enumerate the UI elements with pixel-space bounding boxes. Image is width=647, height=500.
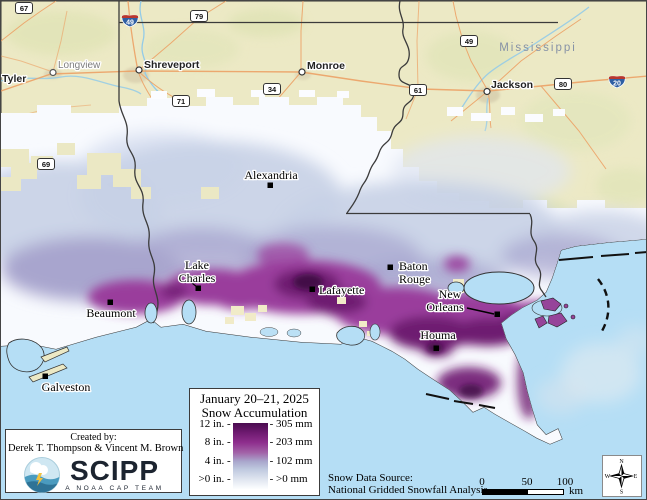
legend-label-4in: 4 in. - (204, 454, 231, 467)
city-marker-baton-rouge (387, 264, 393, 270)
new-orleans-leader-line (466, 307, 495, 315)
svg-text:80: 80 (559, 80, 567, 89)
city-label-baton-rouge-2: Rouge (399, 272, 430, 286)
state-label-mississippi: Mississippi (499, 42, 577, 54)
svg-text:67: 67 (20, 4, 28, 13)
shield-us71: 71 (172, 95, 190, 107)
legend-label-305mm: - 305 mm (269, 418, 313, 430)
legend-gradient-bar (232, 423, 268, 489)
city-label-lafayette: Lafayette (319, 283, 364, 297)
scale-bar: 0 50 100 km (461, 476, 591, 498)
gulf-haze (536, 326, 646, 414)
city-label-beaumont: Beaumont (86, 306, 136, 320)
city-marker-alexandria (267, 182, 273, 188)
barrier-islands (425, 251, 646, 409)
city-label-baton-rouge-1: Baton (399, 259, 428, 273)
marsh-islands (534, 297, 576, 329)
shield-us34: 34 (263, 83, 281, 95)
compass-n: N (619, 459, 624, 465)
svg-text:79: 79 (195, 12, 203, 21)
city-label-new-orleans-1: New (439, 287, 462, 301)
city-label-galveston: Galveston (42, 380, 91, 394)
shield-us80: 80 (554, 78, 572, 90)
shield-i20: 20 (608, 75, 626, 89)
compass-rose-icon: N E S W (605, 459, 638, 496)
city-label-monroe: Monroe (307, 60, 345, 72)
scale-tick-50: 50 (521, 476, 533, 488)
lake-pontchartrain (463, 271, 535, 305)
compass-rose: N E S W (602, 455, 642, 497)
credits-created-by: Created by: (70, 432, 117, 443)
compass-w: W (605, 474, 611, 480)
city-marker-jackson (483, 87, 491, 96)
city-marker-monroe (298, 68, 306, 76)
svg-text:69: 69 (42, 160, 50, 169)
city-label-tyler: Tyler (2, 73, 26, 85)
svg-text:61: 61 (414, 86, 422, 95)
data-source-note: Snow Data Source: National Gridded Snowf… (328, 472, 488, 496)
city-marker-longview (49, 68, 57, 77)
city-marker-lake-charles (195, 285, 201, 291)
city-label-jackson: Jackson (491, 79, 533, 91)
city-label-longview: Longview (58, 60, 101, 71)
legend-label-12in: 12 in. - (199, 418, 231, 430)
base-cities: Tyler Longview Shreveport Monroe Jackson (1, 58, 534, 96)
scale-unit: km (569, 485, 584, 497)
svg-text:49: 49 (126, 20, 134, 27)
scipp-logo-icon (24, 457, 61, 493)
snow-free-patches (1, 143, 219, 199)
city-marker-lafayette (309, 286, 315, 292)
city-label-new-orleans-2: Orleans (426, 300, 464, 314)
city-marker-houma (433, 345, 439, 351)
shield-us69: 69 (37, 158, 55, 170)
scipp-logo: SCIPP A NOAA CAP TEAM (8, 456, 179, 494)
shield-us61: 61 (409, 84, 427, 96)
legend-label-203mm: - 203 mm (269, 436, 313, 449)
legend-label-102mm: - 102 mm (269, 454, 313, 467)
compass-s: S (620, 490, 623, 496)
scale-bar-filled-segment (482, 489, 527, 495)
scale-tick-100: 100 (556, 476, 574, 488)
shield-i49: 49 (121, 14, 139, 28)
city-marker-galveston (42, 373, 48, 379)
city-label-lake-charles-1: Lake (185, 258, 209, 272)
credits-box: Created by: Derek T. Thompson & Vincent … (5, 429, 184, 494)
svg-text:71: 71 (177, 97, 185, 106)
svg-text:20: 20 (613, 81, 621, 88)
highway-shields: 67 79 71 34 69 49 80 61 49 20 (15, 2, 626, 170)
legend-label-0mm: - >0 mm (269, 472, 308, 485)
scale-tick-0: 0 (479, 476, 485, 488)
overlay-cities: Alexandria Lake Charles Beaumont Lafayet… (40, 167, 500, 395)
city-marker-beaumont (107, 299, 113, 305)
city-label-lake-charles-2: Charles (179, 271, 216, 285)
legend-label-8in: 8 in. - (204, 436, 231, 449)
city-label-alexandria: Alexandria (244, 168, 298, 182)
city-label-houma: Houma (420, 328, 456, 342)
legend-mm-labels: - 305 mm - 203 mm - 102 mm - >0 mm (270, 419, 315, 485)
scipp-logo-subtext: A NOAA CAP TEAM (65, 485, 164, 492)
data-source-line1: Snow Data Source: (328, 472, 413, 484)
legend-title-line2: Snow Accumulation (201, 405, 308, 420)
state-boundaries (118, 1, 558, 324)
shield-us67: 67 (15, 2, 33, 14)
svg-text:49: 49 (465, 37, 473, 46)
scipp-logo-text: SCIPP (69, 455, 160, 486)
shield-us49: 49 (460, 35, 478, 47)
city-label-shreveport: Shreveport (144, 59, 200, 71)
legend-label-0in: >0 in. - (198, 472, 231, 485)
city-marker-new-orleans (494, 311, 500, 317)
compass-e: E (634, 474, 638, 480)
svg-text:34: 34 (268, 85, 277, 94)
legend-box: January 20–21, 2025 Snow Accumulation 12… (189, 388, 320, 496)
credits-authors: Derek T. Thompson & Vincent M. Brown (8, 443, 184, 454)
scale-bar-empty-segment (527, 489, 564, 495)
data-source-line2: National Gridded Snowfall Analysis (328, 483, 488, 496)
lake-charles-leader-line (191, 282, 198, 288)
legend-inch-labels: 12 in. - 8 in. - 4 in. - >0 in. - (194, 418, 231, 485)
shield-us79: 79 (190, 10, 208, 22)
city-marker-shreveport (135, 66, 143, 74)
legend-title-line1: January 20–21, 2025 (200, 391, 309, 406)
